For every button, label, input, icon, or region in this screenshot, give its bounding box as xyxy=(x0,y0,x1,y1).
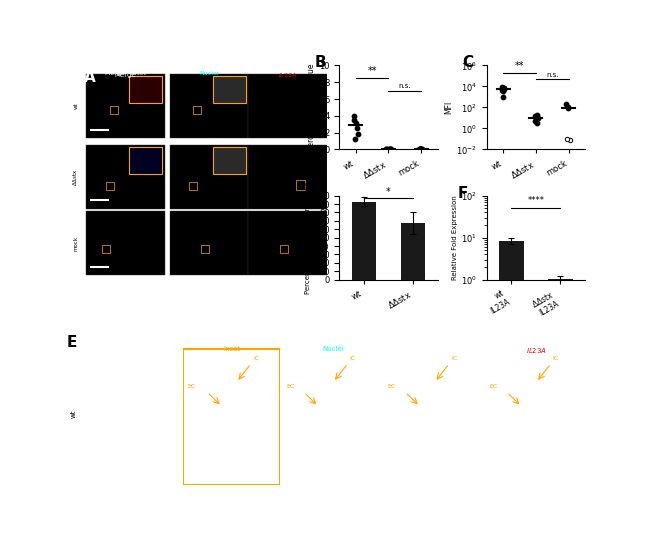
FancyBboxPatch shape xyxy=(170,144,248,209)
Text: $\it{IL23A}$: $\it{IL23A}$ xyxy=(526,347,547,355)
Text: n.s.: n.s. xyxy=(546,71,558,77)
Text: $\it{IL23A}$: $\it{IL23A}$ xyxy=(278,71,297,79)
Point xyxy=(532,111,542,119)
Text: wt: wt xyxy=(74,103,79,110)
Y-axis label: MFI: MFI xyxy=(445,101,454,114)
Bar xyxy=(352,202,376,280)
Point xyxy=(565,136,575,144)
Text: Merge   Inset: Merge Inset xyxy=(105,71,146,76)
FancyBboxPatch shape xyxy=(86,144,165,209)
Text: wt: wt xyxy=(70,409,76,418)
Text: A: A xyxy=(84,70,96,84)
Text: IC: IC xyxy=(253,356,259,361)
Point xyxy=(416,145,426,154)
Text: n.s.: n.s. xyxy=(398,83,411,89)
Point xyxy=(499,84,510,93)
FancyBboxPatch shape xyxy=(86,211,165,275)
Point xyxy=(530,114,541,123)
Point xyxy=(351,118,361,127)
Point xyxy=(533,113,543,122)
Point xyxy=(561,100,571,108)
Text: C: C xyxy=(462,55,473,70)
Bar xyxy=(499,241,523,545)
Text: Nuclei: Nuclei xyxy=(322,347,344,353)
Point xyxy=(499,84,510,93)
Point xyxy=(530,112,541,120)
Point xyxy=(415,144,425,153)
Text: **: ** xyxy=(515,61,524,71)
Point xyxy=(563,103,573,112)
Point xyxy=(414,144,424,153)
Point xyxy=(530,117,540,125)
Text: ****: **** xyxy=(527,196,544,205)
Point xyxy=(348,112,359,120)
Point xyxy=(497,85,507,94)
Point xyxy=(414,145,424,154)
Text: $\Delta\Delta$stx: $\Delta\Delta$stx xyxy=(71,168,79,186)
Y-axis label: Percent Within Ecadherin+ Area: Percent Within Ecadherin+ Area xyxy=(305,181,311,294)
Point xyxy=(563,104,573,113)
Point xyxy=(381,144,391,153)
Text: Inset: Inset xyxy=(223,347,240,353)
Point xyxy=(381,144,391,153)
Text: EC: EC xyxy=(286,384,294,389)
Text: D: D xyxy=(305,185,317,201)
Text: EC: EC xyxy=(388,384,396,389)
Y-axis label: Relative Fold Expression: Relative Fold Expression xyxy=(452,195,458,280)
Bar xyxy=(548,279,573,545)
Text: Merge: Merge xyxy=(114,72,136,78)
FancyBboxPatch shape xyxy=(248,144,327,209)
Point xyxy=(497,93,508,102)
Text: EC: EC xyxy=(188,384,196,389)
Point xyxy=(384,145,395,154)
Bar xyxy=(400,223,425,280)
Text: B: B xyxy=(315,55,326,70)
Point xyxy=(497,83,507,92)
Point xyxy=(385,144,396,153)
Point xyxy=(352,124,362,133)
Point xyxy=(417,144,427,153)
FancyBboxPatch shape xyxy=(129,147,162,174)
Point xyxy=(385,144,395,153)
Text: *: * xyxy=(386,187,391,197)
Point xyxy=(414,144,424,153)
Text: Nuclei: Nuclei xyxy=(199,71,219,76)
Point xyxy=(353,130,363,138)
FancyBboxPatch shape xyxy=(213,76,246,103)
Text: E-cadherin: E-cadherin xyxy=(416,347,454,353)
Text: IC: IC xyxy=(451,356,458,361)
Point xyxy=(382,145,392,154)
Point xyxy=(348,116,359,124)
Point xyxy=(498,86,508,95)
Point xyxy=(385,144,396,153)
FancyBboxPatch shape xyxy=(213,147,246,174)
Text: **: ** xyxy=(367,66,377,76)
Y-axis label: Percent Positive Tissue: Percent Positive Tissue xyxy=(307,64,317,151)
Text: IC: IC xyxy=(552,356,559,361)
Text: Merge: Merge xyxy=(119,347,141,353)
Point xyxy=(350,135,360,144)
Point xyxy=(415,144,426,153)
Text: EC: EC xyxy=(489,384,498,389)
Point xyxy=(532,119,542,128)
Text: IC: IC xyxy=(350,356,356,361)
FancyBboxPatch shape xyxy=(170,211,248,275)
FancyBboxPatch shape xyxy=(248,211,327,275)
Text: mock: mock xyxy=(74,235,79,251)
FancyBboxPatch shape xyxy=(248,74,327,138)
Text: E: E xyxy=(66,335,77,350)
FancyBboxPatch shape xyxy=(86,74,165,138)
FancyBboxPatch shape xyxy=(129,76,162,103)
Point xyxy=(562,135,572,144)
Point xyxy=(384,144,394,153)
Text: F: F xyxy=(457,185,467,201)
FancyBboxPatch shape xyxy=(170,74,248,138)
Point xyxy=(415,144,425,153)
